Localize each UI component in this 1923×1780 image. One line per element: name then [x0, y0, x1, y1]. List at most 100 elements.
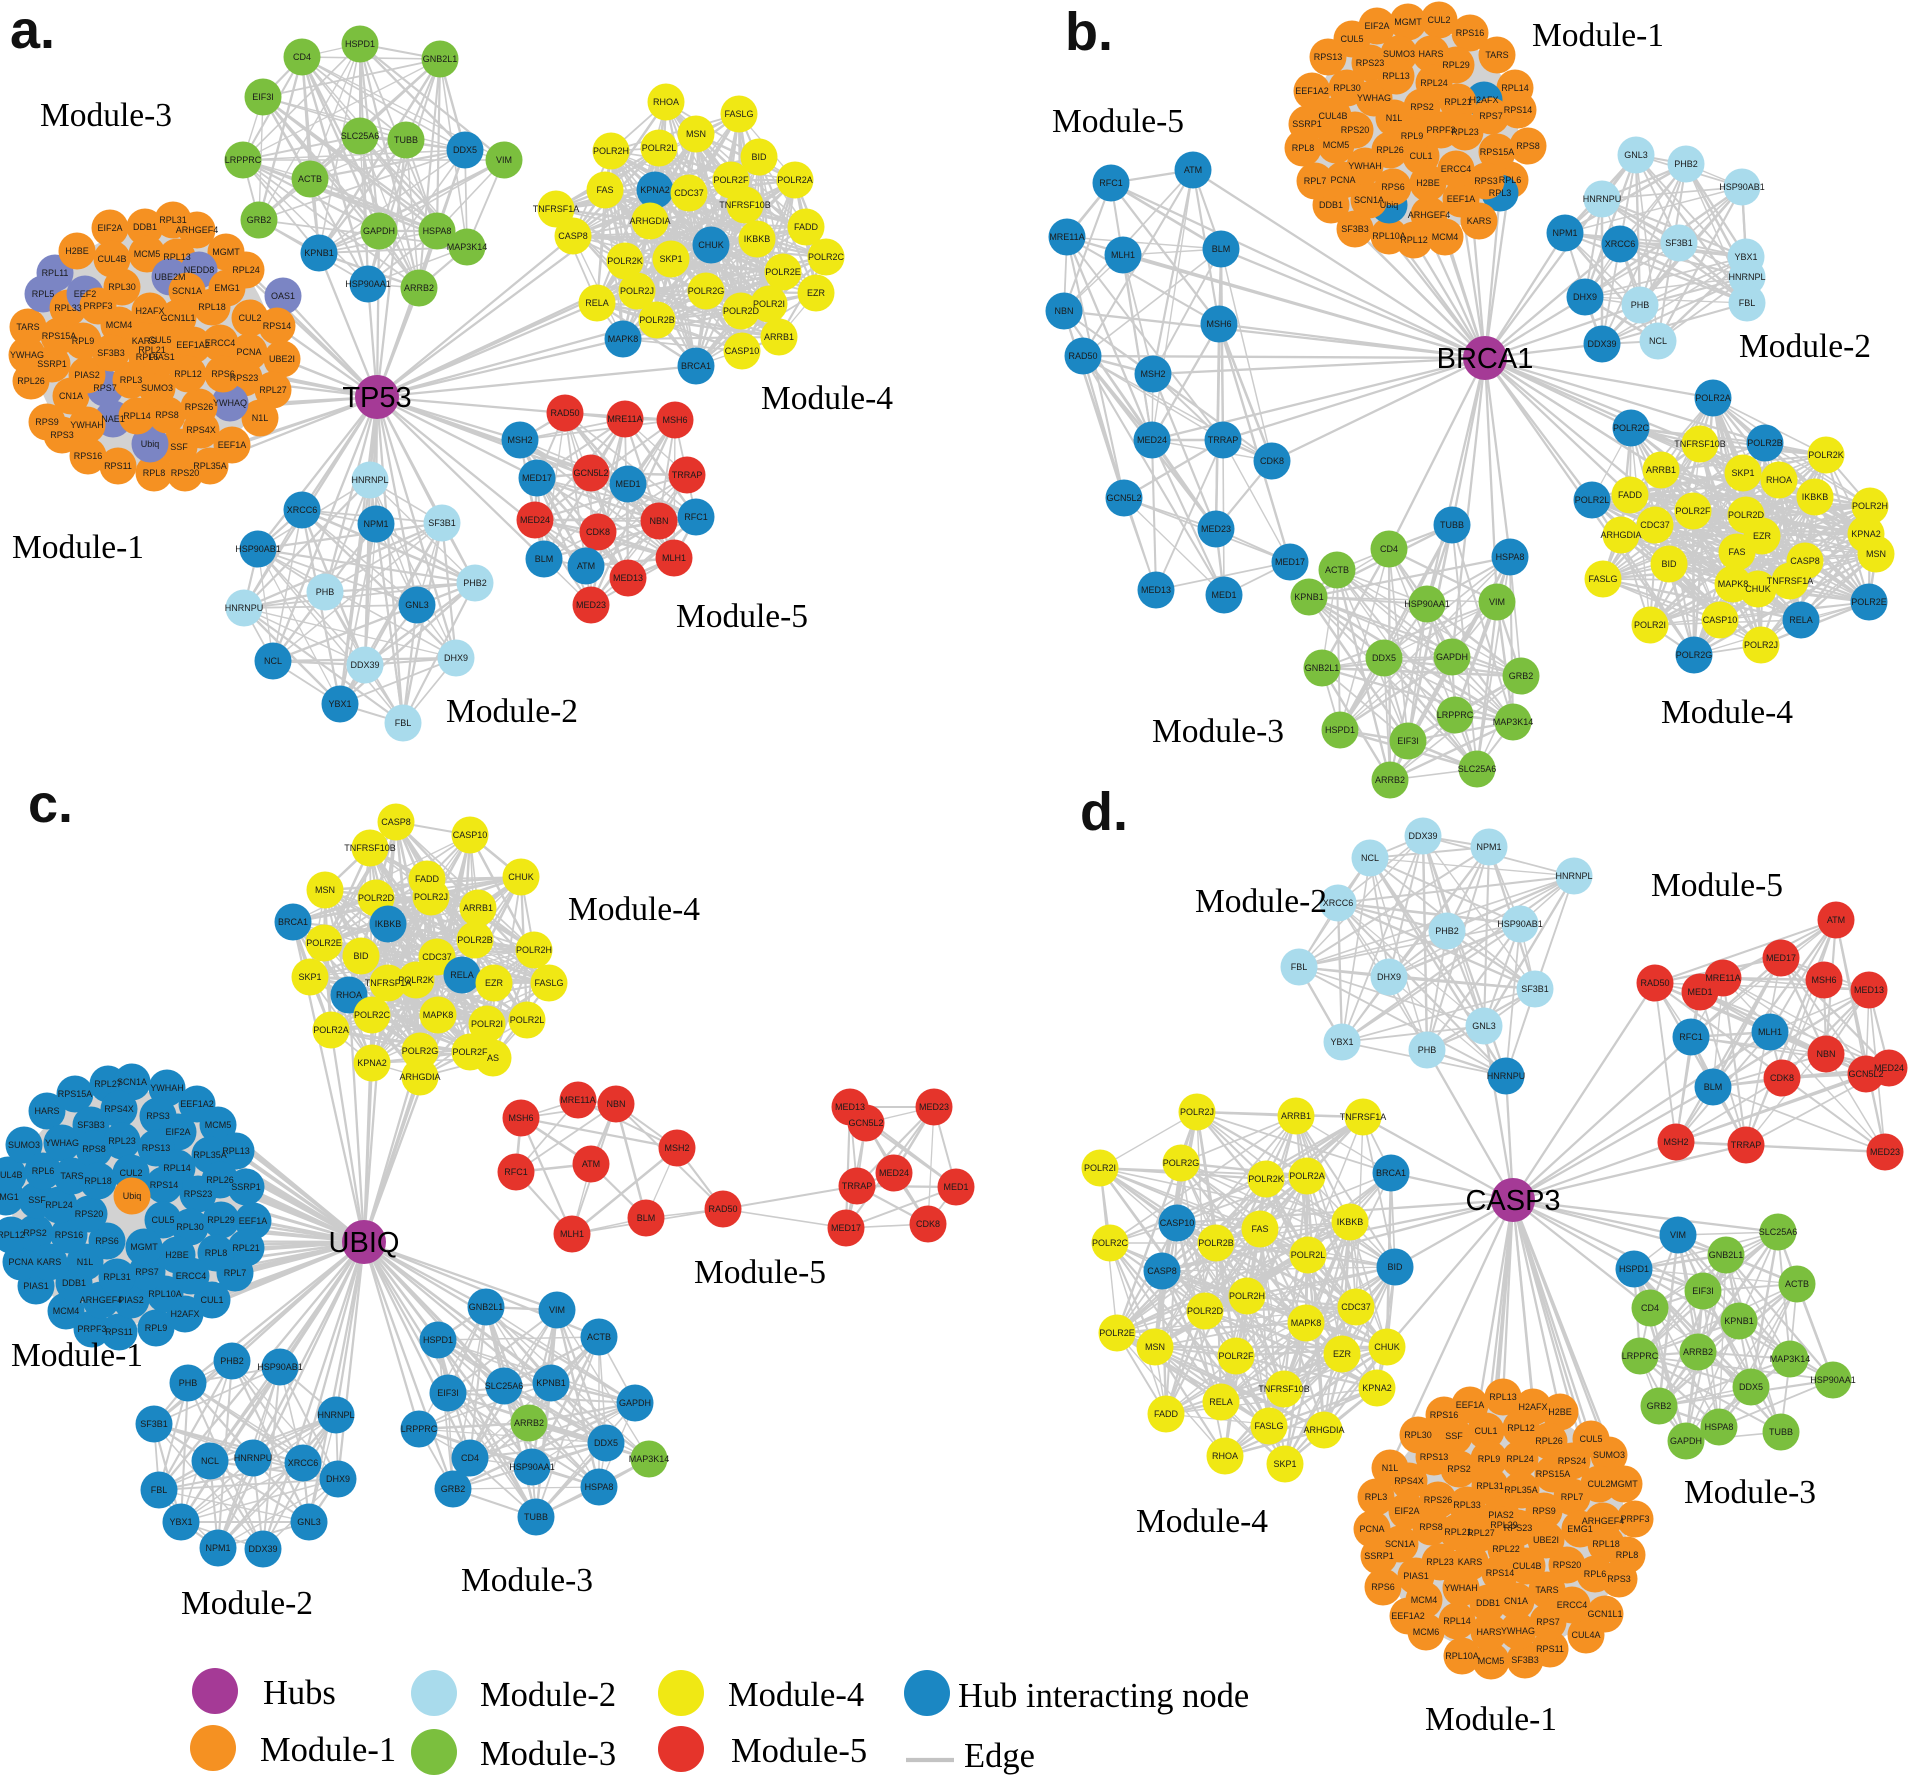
svg-text:Module-1: Module-1 [11, 1337, 143, 1374]
svg-text:RPL12: RPL12 [1507, 1423, 1535, 1433]
svg-text:ARHGEF4: ARHGEF4 [80, 1295, 123, 1305]
svg-text:POLR2G: POLR2G [1163, 1158, 1200, 1168]
svg-text:KARS: KARS [1467, 216, 1492, 226]
svg-text:EEF2: EEF2 [74, 289, 97, 299]
svg-text:MCM5: MCM5 [1478, 1656, 1505, 1666]
svg-text:YBX1: YBX1 [1734, 252, 1757, 262]
svg-text:YWHAQ: YWHAQ [213, 398, 247, 408]
svg-text:RPS13: RPS13 [1314, 52, 1343, 62]
svg-text:POLR2L: POLR2L [510, 1015, 545, 1025]
svg-text:MLH1: MLH1 [560, 1229, 584, 1239]
svg-text:RPS14: RPS14 [1486, 1568, 1515, 1578]
svg-text:HSPA8: HSPA8 [1496, 552, 1525, 562]
svg-text:ARRB2: ARRB2 [514, 1418, 544, 1428]
svg-text:Module-3: Module-3 [1152, 713, 1284, 750]
svg-text:CN1A: CN1A [1504, 1596, 1528, 1606]
svg-text:Module-5: Module-5 [694, 1254, 826, 1291]
svg-text:POLR2G: POLR2G [1676, 650, 1713, 660]
svg-text:POLR2G: POLR2G [688, 286, 725, 296]
svg-text:CUL1: CUL1 [200, 1295, 223, 1305]
svg-text:HSP90AA1: HSP90AA1 [345, 279, 391, 289]
svg-text:Module-3: Module-3 [40, 97, 172, 134]
svg-text:RPS7: RPS7 [1536, 1617, 1560, 1627]
svg-text:POLR2H: POLR2H [1852, 501, 1888, 511]
svg-text:RPL21: RPL21 [138, 345, 166, 355]
svg-text:POLR2D: POLR2D [358, 893, 395, 903]
svg-text:LRPPRC: LRPPRC [225, 155, 262, 165]
svg-text:a.: a. [10, 0, 55, 60]
svg-text:HSP90AA1: HSP90AA1 [509, 1462, 555, 1472]
svg-text:RPS13: RPS13 [142, 1143, 171, 1153]
svg-text:Module-4: Module-4 [1661, 694, 1793, 731]
svg-text:PIAS1: PIAS1 [149, 352, 175, 362]
svg-text:RPL3: RPL3 [1365, 1492, 1388, 1502]
svg-text:RPL21: RPL21 [232, 1243, 260, 1253]
svg-text:FASLG: FASLG [1254, 1421, 1283, 1431]
svg-text:RPS14: RPS14 [263, 321, 292, 331]
svg-text:Module-2: Module-2 [446, 693, 578, 730]
svg-text:RPS20: RPS20 [1553, 1560, 1582, 1570]
svg-text:RPL9: RPL9 [1478, 1454, 1501, 1464]
svg-text:IKBKB: IKBKB [744, 234, 771, 244]
svg-text:TRRAP: TRRAP [842, 1181, 873, 1191]
svg-text:HSPD1: HSPD1 [423, 1335, 453, 1345]
svg-text:RPL13: RPL13 [163, 252, 191, 262]
svg-text:GCN5L2: GCN5L2 [1848, 1069, 1883, 1079]
svg-text:MAPK8: MAPK8 [608, 334, 639, 344]
svg-text:SF3B3: SF3B3 [1341, 224, 1369, 234]
svg-text:d.: d. [1080, 782, 1128, 842]
svg-text:RELA: RELA [585, 298, 609, 308]
svg-text:RPS4X: RPS4X [186, 425, 216, 435]
svg-text:RPL11: RPL11 [42, 268, 69, 278]
svg-text:PRPF3: PRPF3 [1426, 125, 1455, 135]
svg-text:SSRP1: SSRP1 [231, 1182, 261, 1192]
svg-text:YWHAH: YWHAH [1348, 161, 1382, 171]
svg-text:KPNB1: KPNB1 [1724, 1316, 1754, 1326]
svg-text:MSN: MSN [1145, 1342, 1165, 1352]
svg-text:POLR2C: POLR2C [1092, 1238, 1129, 1248]
svg-text:SKP1: SKP1 [659, 254, 682, 264]
svg-text:MLH1: MLH1 [662, 553, 686, 563]
svg-text:CUL5: CUL5 [151, 1215, 174, 1225]
svg-text:POLR2E: POLR2E [1099, 1328, 1135, 1338]
svg-text:RPL6: RPL6 [1584, 1569, 1607, 1579]
svg-text:ARHGEF4: ARHGEF4 [1408, 210, 1451, 220]
svg-text:EIF3I: EIF3I [1397, 736, 1419, 746]
svg-text:MED17: MED17 [831, 1223, 861, 1233]
svg-text:HNRNPL: HNRNPL [351, 475, 388, 485]
svg-text:RPS26: RPS26 [1424, 1495, 1453, 1505]
svg-text:CUL4B: CUL4B [97, 254, 126, 264]
svg-text:CN1A: CN1A [59, 391, 83, 401]
svg-text:ACTB: ACTB [587, 1332, 611, 1342]
svg-text:HSP90AB1: HSP90AB1 [257, 1362, 303, 1372]
svg-text:RPL9: RPL9 [1401, 131, 1424, 141]
svg-text:ERCC4: ERCC4 [1441, 164, 1472, 174]
svg-text:DDB1: DDB1 [133, 222, 157, 232]
svg-text:RPS23: RPS23 [1504, 1523, 1533, 1533]
svg-text:DHX9: DHX9 [444, 653, 468, 663]
svg-text:RPL6: RPL6 [1499, 175, 1522, 185]
svg-text:TRRAP: TRRAP [672, 470, 703, 480]
svg-text:MCM4: MCM4 [1432, 232, 1459, 242]
svg-text:GNB2L1: GNB2L1 [1305, 663, 1340, 673]
svg-text:RPS3: RPS3 [146, 1111, 170, 1121]
svg-text:HSPA8: HSPA8 [423, 226, 452, 236]
svg-text:ARRB1: ARRB1 [1281, 1111, 1311, 1121]
svg-text:FASLG: FASLG [534, 978, 563, 988]
svg-text:RPL14: RPL14 [123, 411, 151, 421]
svg-text:RPS7: RPS7 [93, 383, 117, 393]
svg-text:ARHGEF4: ARHGEF4 [176, 225, 219, 235]
svg-text:BLM: BLM [1704, 1082, 1723, 1092]
svg-text:FADD: FADD [1154, 1409, 1179, 1419]
svg-text:MAPK8: MAPK8 [1718, 579, 1749, 589]
svg-text:Module-5: Module-5 [731, 1732, 867, 1770]
svg-text:FADD: FADD [794, 222, 819, 232]
svg-text:CDK8: CDK8 [1770, 1073, 1794, 1083]
svg-text:MED24: MED24 [520, 515, 550, 525]
svg-text:CASP3: CASP3 [1465, 1185, 1560, 1217]
svg-text:ARHGDIA: ARHGDIA [1303, 1425, 1344, 1435]
svg-text:RPS8: RPS8 [155, 410, 179, 420]
svg-text:CASP10: CASP10 [453, 830, 488, 840]
svg-text:MSH6: MSH6 [508, 1113, 533, 1123]
svg-text:ACTB: ACTB [1325, 565, 1349, 575]
